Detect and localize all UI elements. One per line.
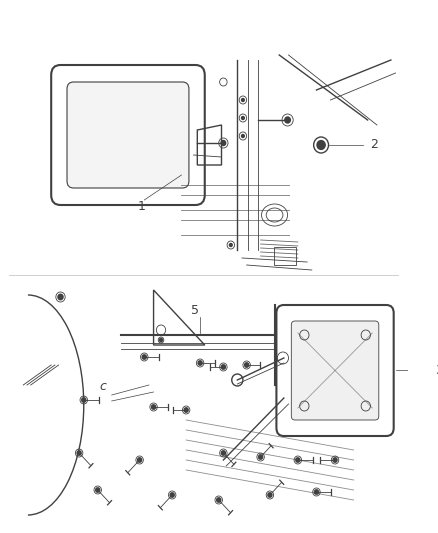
Circle shape [138,458,141,462]
Circle shape [285,117,290,123]
FancyBboxPatch shape [67,82,189,188]
Circle shape [230,244,232,246]
Circle shape [221,365,226,369]
Text: c: c [99,381,106,393]
Circle shape [159,338,162,342]
Circle shape [170,493,174,497]
FancyBboxPatch shape [291,321,379,420]
Circle shape [142,355,146,359]
Text: 3: 3 [434,364,438,376]
Circle shape [333,458,337,462]
Text: 5: 5 [191,303,199,317]
Text: 1: 1 [138,200,145,214]
Circle shape [268,493,272,497]
FancyBboxPatch shape [51,65,205,205]
Circle shape [77,451,81,455]
Circle shape [241,134,244,138]
Circle shape [58,294,63,300]
FancyBboxPatch shape [276,305,394,436]
Text: 2: 2 [371,139,378,151]
FancyBboxPatch shape [274,247,296,265]
Circle shape [221,141,226,146]
Circle shape [95,488,100,492]
Circle shape [258,455,263,459]
Circle shape [221,451,226,455]
Circle shape [198,361,202,365]
Circle shape [184,408,188,412]
Circle shape [296,458,300,462]
Circle shape [82,398,86,402]
Circle shape [241,99,244,101]
Circle shape [244,363,249,367]
Circle shape [317,141,325,149]
Circle shape [217,498,221,502]
Circle shape [241,117,244,119]
Circle shape [152,405,155,409]
Circle shape [314,490,318,494]
